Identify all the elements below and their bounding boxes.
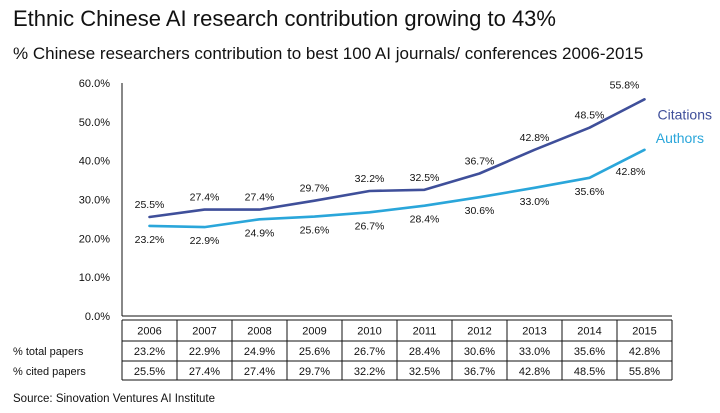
- y-tick-label: 40.0%: [79, 156, 110, 168]
- x-tick-label: 2008: [247, 326, 271, 338]
- table-row-label: % total papers: [13, 346, 84, 358]
- chart-title: Ethnic Chinese AI research contribution …: [13, 6, 556, 31]
- data-label-authors: 23.2%: [135, 234, 165, 246]
- table-cell: 27.4%: [244, 366, 275, 378]
- table-cell: 36.7%: [464, 366, 495, 378]
- legend-label-authors: Authors: [656, 130, 704, 146]
- table-cell: 22.9%: [189, 346, 220, 358]
- x-tick-label: 2010: [357, 326, 381, 338]
- data-label-authors: 28.4%: [410, 214, 440, 226]
- data-label-citations: 29.7%: [300, 183, 330, 195]
- table-cell: 29.7%: [299, 366, 330, 378]
- series-line-citations: [148, 98, 646, 219]
- x-tick-label: 2006: [137, 326, 161, 338]
- data-label-citations: 27.4%: [190, 192, 220, 204]
- x-tick-label: 2012: [467, 326, 491, 338]
- table-cell: 28.4%: [409, 346, 440, 358]
- data-label-citations: 42.8%: [520, 132, 550, 144]
- data-label-citations: 32.2%: [355, 173, 385, 185]
- data-label-authors: 30.6%: [465, 205, 495, 217]
- data-label-citations: 55.8%: [610, 79, 640, 91]
- series-line-authors: [148, 148, 646, 229]
- y-tick-label: 10.0%: [79, 272, 110, 284]
- legend-label-citations: Citations: [658, 106, 712, 122]
- x-tick-label: 2007: [192, 326, 216, 338]
- chart-subtitle: % Chinese researchers contribution to be…: [13, 44, 644, 63]
- y-tick-label: 60.0%: [79, 78, 110, 90]
- data-label-citations: 27.4%: [245, 192, 275, 204]
- data-label-authors: 42.8%: [616, 166, 646, 178]
- data-label-authors: 33.0%: [520, 196, 550, 208]
- table-cell: 30.6%: [464, 346, 495, 358]
- y-tick-label: 30.0%: [79, 195, 110, 207]
- x-tick-label: 2009: [302, 326, 326, 338]
- y-tick-label: 50.0%: [79, 117, 110, 129]
- table-cell: 33.0%: [519, 346, 550, 358]
- data-label-authors: 24.9%: [245, 227, 275, 239]
- table-cell: 25.5%: [134, 366, 165, 378]
- y-tick-label: 0.0%: [85, 311, 110, 323]
- data-label-citations: 36.7%: [465, 155, 495, 167]
- data-label-authors: 26.7%: [355, 220, 385, 232]
- data-label-citations: 48.5%: [575, 110, 605, 122]
- x-tick-label: 2014: [577, 326, 601, 338]
- data-label-authors: 22.9%: [190, 235, 220, 247]
- table-cell: 25.6%: [299, 346, 330, 358]
- table-cell: 27.4%: [189, 366, 220, 378]
- data-label-citations: 32.5%: [410, 172, 440, 184]
- table-cell: 26.7%: [354, 346, 385, 358]
- data-label-citations: 25.5%: [135, 199, 165, 211]
- table-cell: 32.5%: [409, 366, 440, 378]
- table-cell: 24.9%: [244, 346, 275, 358]
- table-cell: 42.8%: [519, 366, 550, 378]
- table-cell: 23.2%: [134, 346, 165, 358]
- x-tick-label: 2015: [632, 326, 656, 338]
- data-label-authors: 35.6%: [575, 186, 605, 198]
- table-cell: 32.2%: [354, 366, 385, 378]
- source-note: Source: Sinovation Ventures AI Institute: [13, 393, 216, 405]
- table-cell: 35.6%: [574, 346, 605, 358]
- table-cell: 48.5%: [574, 366, 605, 378]
- table-row-label: % cited papers: [13, 366, 86, 378]
- table-cell: 42.8%: [629, 346, 660, 358]
- x-tick-label: 2011: [413, 326, 437, 338]
- table-cell: 55.8%: [629, 366, 660, 378]
- x-tick-label: 2013: [522, 326, 546, 338]
- data-label-authors: 25.6%: [300, 225, 330, 237]
- y-tick-label: 20.0%: [79, 233, 110, 245]
